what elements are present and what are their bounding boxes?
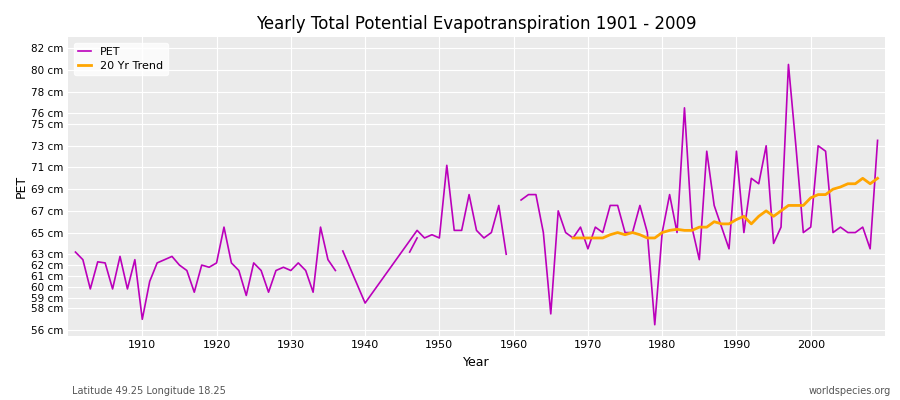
20 Yr Trend (650, 236, 661, 240)
20 Yr Trend (850, 181, 860, 186)
20 Yr Trend (627, 230, 638, 235)
20 Yr Trend (806, 196, 816, 200)
Y-axis label: PET: PET (15, 175, 28, 198)
20 Yr Trend (760, 208, 771, 213)
20 Yr Trend (642, 236, 652, 240)
20 Yr Trend (671, 227, 682, 232)
20 Yr Trend (828, 187, 839, 192)
20 Yr Trend (575, 236, 586, 240)
20 Yr Trend (835, 185, 846, 190)
20 Yr Trend (731, 217, 742, 222)
20 Yr Trend (605, 232, 616, 237)
PET (292, 260, 303, 265)
20 Yr Trend (716, 222, 727, 226)
20 Yr Trend (858, 176, 868, 181)
20 Yr Trend (842, 181, 853, 186)
20 Yr Trend (709, 219, 720, 224)
20 Yr Trend (612, 230, 623, 235)
20 Yr Trend (598, 236, 608, 240)
20 Yr Trend (687, 228, 698, 233)
20 Yr Trend (769, 214, 779, 219)
Line: PET: PET (76, 64, 878, 325)
20 Yr Trend (701, 225, 712, 230)
Text: worldspecies.org: worldspecies.org (809, 386, 891, 396)
20 Yr Trend (724, 222, 734, 226)
X-axis label: Year: Year (464, 356, 490, 369)
20 Yr Trend (783, 203, 794, 208)
PET (130, 257, 140, 262)
PET (70, 250, 81, 254)
20 Yr Trend (872, 176, 883, 181)
20 Yr Trend (790, 203, 801, 208)
20 Yr Trend (865, 181, 876, 186)
20 Yr Trend (634, 232, 645, 237)
PET (516, 198, 526, 202)
20 Yr Trend (694, 225, 705, 230)
PET (605, 203, 616, 208)
20 Yr Trend (590, 236, 600, 240)
20 Yr Trend (664, 228, 675, 233)
Line: 20 Yr Trend: 20 Yr Trend (573, 178, 878, 238)
20 Yr Trend (568, 236, 579, 240)
20 Yr Trend (813, 192, 824, 197)
20 Yr Trend (619, 232, 630, 237)
20 Yr Trend (582, 236, 593, 240)
20 Yr Trend (820, 192, 831, 197)
20 Yr Trend (798, 203, 809, 208)
20 Yr Trend (746, 222, 757, 226)
Title: Yearly Total Potential Evapotranspiration 1901 - 2009: Yearly Total Potential Evapotranspiratio… (256, 15, 697, 33)
20 Yr Trend (657, 230, 668, 235)
20 Yr Trend (753, 214, 764, 219)
PET (872, 138, 883, 143)
20 Yr Trend (739, 214, 750, 219)
Legend: PET, 20 Yr Trend: PET, 20 Yr Trend (74, 43, 167, 75)
20 Yr Trend (680, 228, 690, 233)
20 Yr Trend (776, 208, 787, 213)
Text: Latitude 49.25 Longitude 18.25: Latitude 49.25 Longitude 18.25 (72, 386, 226, 396)
